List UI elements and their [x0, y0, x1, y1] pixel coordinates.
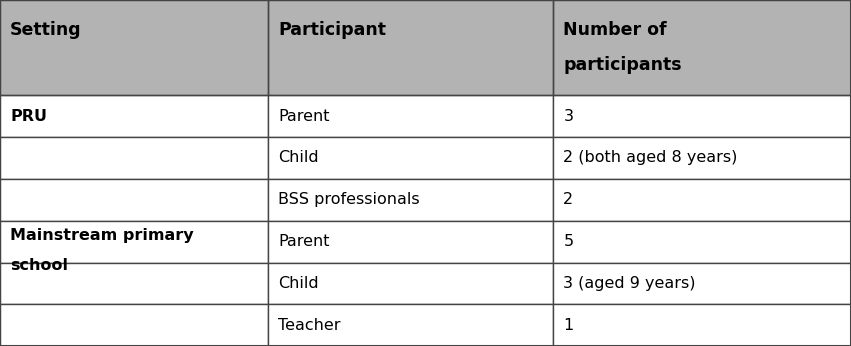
Bar: [0, 137, 268, 179]
Bar: [553, 0, 851, 95]
Text: Setting: Setting: [10, 21, 82, 39]
Bar: [268, 0, 553, 95]
Bar: [268, 304, 553, 346]
Bar: [268, 95, 553, 137]
Text: Mainstream primary
school: Mainstream primary school: [10, 228, 194, 273]
Bar: [0, 0, 268, 95]
Bar: [0, 304, 268, 346]
Bar: [268, 221, 553, 263]
Bar: [268, 263, 553, 304]
Text: BSS professionals: BSS professionals: [278, 192, 420, 207]
Bar: [268, 0, 553, 95]
Bar: [553, 304, 851, 346]
Text: Number of
participants: Number of participants: [563, 21, 682, 74]
Bar: [0, 263, 268, 304]
Text: Participant: Participant: [278, 21, 386, 39]
Bar: [268, 179, 553, 221]
Text: 1: 1: [563, 318, 574, 333]
Bar: [553, 137, 851, 179]
Text: 2 (both aged 8 years): 2 (both aged 8 years): [563, 151, 738, 165]
Bar: [268, 137, 553, 179]
Bar: [553, 179, 851, 221]
Text: 3: 3: [563, 109, 574, 124]
Bar: [0, 179, 268, 221]
Text: 3 (aged 9 years): 3 (aged 9 years): [563, 276, 696, 291]
Bar: [0, 221, 268, 263]
Text: Child: Child: [278, 276, 319, 291]
Text: Parent: Parent: [278, 234, 330, 249]
Text: 2: 2: [563, 192, 574, 207]
Bar: [553, 221, 851, 263]
Bar: [0, 95, 268, 137]
Text: PRU: PRU: [10, 109, 47, 124]
Bar: [553, 263, 851, 304]
Bar: [553, 95, 851, 137]
Text: Parent: Parent: [278, 109, 330, 124]
Bar: [553, 0, 851, 95]
Text: Teacher: Teacher: [278, 318, 340, 333]
Text: 5: 5: [563, 234, 574, 249]
Bar: [0, 0, 268, 95]
Text: Child: Child: [278, 151, 319, 165]
